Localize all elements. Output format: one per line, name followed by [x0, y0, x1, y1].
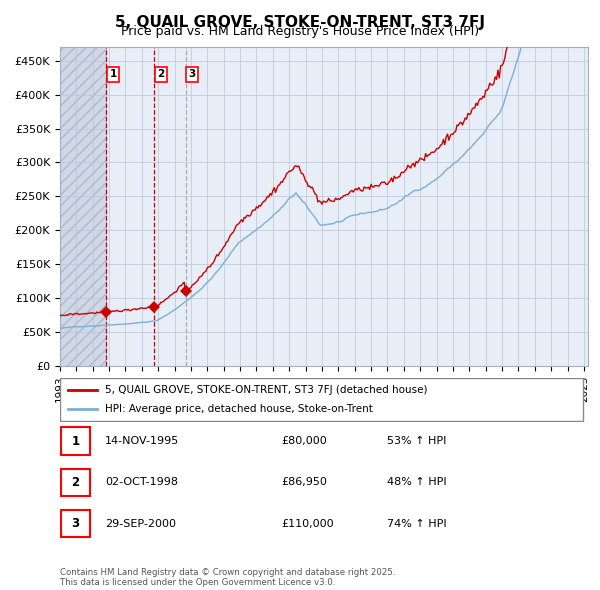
Text: £110,000: £110,000	[282, 519, 334, 529]
Text: 1: 1	[71, 434, 79, 448]
Text: 2: 2	[157, 69, 164, 79]
Text: 2: 2	[71, 476, 79, 489]
Text: £80,000: £80,000	[282, 436, 328, 446]
Text: 5, QUAIL GROVE, STOKE-ON-TRENT, ST3 7FJ (detached house): 5, QUAIL GROVE, STOKE-ON-TRENT, ST3 7FJ …	[105, 385, 427, 395]
Text: 3: 3	[71, 517, 79, 530]
FancyBboxPatch shape	[61, 427, 90, 455]
Text: 1: 1	[109, 69, 117, 79]
Text: £86,950: £86,950	[282, 477, 328, 487]
Text: HPI: Average price, detached house, Stoke-on-Trent: HPI: Average price, detached house, Stok…	[105, 405, 373, 414]
Text: 53% ↑ HPI: 53% ↑ HPI	[388, 436, 447, 446]
Text: 29-SEP-2000: 29-SEP-2000	[105, 519, 176, 529]
Text: 74% ↑ HPI: 74% ↑ HPI	[388, 519, 447, 529]
Bar	[60, 47, 106, 366]
Text: 48% ↑ HPI: 48% ↑ HPI	[388, 477, 447, 487]
Text: Contains HM Land Registry data © Crown copyright and database right 2025.
This d: Contains HM Land Registry data © Crown c…	[60, 568, 395, 587]
Text: 02-OCT-1998: 02-OCT-1998	[105, 477, 178, 487]
Text: 3: 3	[188, 69, 196, 79]
Text: 5, QUAIL GROVE, STOKE-ON-TRENT, ST3 7FJ: 5, QUAIL GROVE, STOKE-ON-TRENT, ST3 7FJ	[115, 15, 485, 30]
FancyBboxPatch shape	[60, 379, 583, 421]
FancyBboxPatch shape	[61, 510, 90, 537]
Text: Price paid vs. HM Land Registry's House Price Index (HPI): Price paid vs. HM Land Registry's House …	[121, 25, 479, 38]
FancyBboxPatch shape	[61, 468, 90, 496]
Text: 14-NOV-1995: 14-NOV-1995	[105, 436, 179, 446]
